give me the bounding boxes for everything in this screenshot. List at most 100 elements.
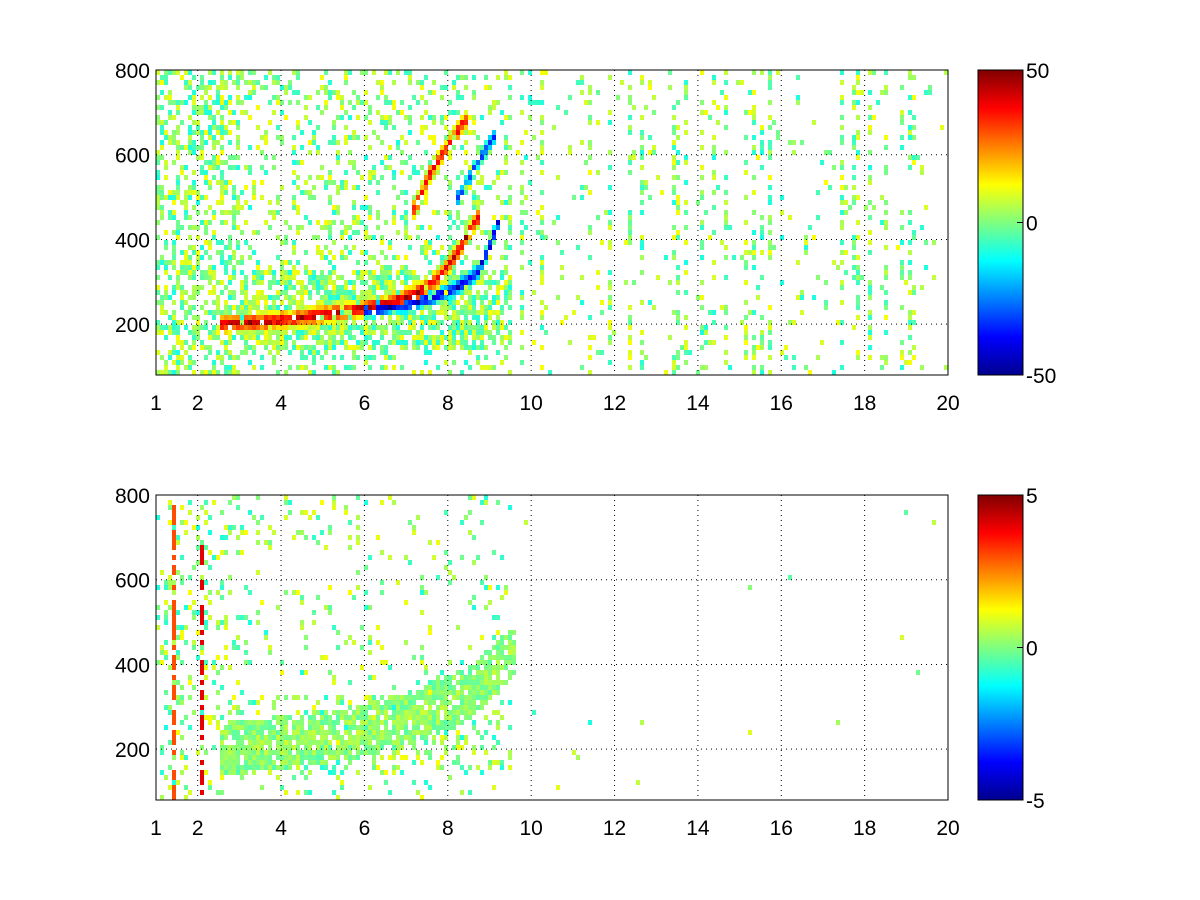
heatmap-cell bbox=[308, 350, 312, 355]
heatmap-cell bbox=[176, 275, 180, 280]
heatmap-cell bbox=[264, 310, 268, 315]
heatmap-cell bbox=[376, 750, 380, 755]
heatmap-cell bbox=[432, 710, 436, 715]
heatmap-cell bbox=[188, 150, 192, 155]
heatmap-cell bbox=[188, 125, 192, 130]
heatmap-cell bbox=[332, 255, 336, 260]
heatmap-cell bbox=[512, 645, 516, 650]
heatmap-cell bbox=[256, 305, 260, 310]
heatmap-cell bbox=[188, 260, 192, 265]
heatmap-cell bbox=[432, 250, 436, 255]
heatmap-cell bbox=[584, 100, 588, 105]
heatmap-cell bbox=[840, 200, 844, 205]
heatmap-cell bbox=[496, 740, 500, 745]
heatmap-cell bbox=[396, 335, 400, 340]
heatmap-cell bbox=[268, 340, 272, 345]
heatmap-cell bbox=[280, 755, 284, 760]
heatmap-cell bbox=[472, 680, 476, 685]
heatmap-cells bbox=[156, 70, 948, 375]
heatmap-cell bbox=[324, 340, 328, 345]
heatmap-cell bbox=[628, 355, 632, 360]
heatmap-cell bbox=[824, 280, 828, 285]
heatmap-cell bbox=[304, 250, 308, 255]
heatmap-cell bbox=[216, 690, 220, 695]
heatmap-cell bbox=[452, 725, 456, 730]
heatmap-cell bbox=[320, 175, 324, 180]
heatmap-cell bbox=[644, 185, 648, 190]
heatmap-cell bbox=[328, 270, 332, 275]
heatmap-cell bbox=[380, 270, 384, 275]
heatmap-cell bbox=[416, 225, 420, 230]
heatmap-cell bbox=[272, 305, 276, 310]
heatmap-cell bbox=[752, 105, 756, 110]
heatmap-cell bbox=[520, 345, 524, 350]
heatmap-cell bbox=[856, 80, 860, 85]
heatmap-cell bbox=[472, 605, 476, 610]
heatmap-cell bbox=[444, 735, 448, 740]
heatmap-cell bbox=[432, 695, 436, 700]
heatmap-cell bbox=[212, 230, 216, 235]
heatmap-cell bbox=[416, 140, 420, 145]
heatmap-cell bbox=[160, 155, 164, 160]
heatmap-cell bbox=[356, 735, 360, 740]
heatmap-cell bbox=[504, 75, 508, 80]
heatmap-cell bbox=[300, 365, 304, 370]
heatmap-cell bbox=[340, 230, 344, 235]
heatmap-cell bbox=[392, 300, 396, 305]
heatmap-cell bbox=[288, 765, 292, 770]
heatmap-cell bbox=[744, 135, 748, 140]
heatmap-cell bbox=[468, 645, 472, 650]
heatmap-cell bbox=[220, 150, 224, 155]
heatmap-cell bbox=[352, 285, 356, 290]
heatmap-cell bbox=[424, 340, 428, 345]
heatmap-cell bbox=[852, 85, 856, 90]
heatmap-cell bbox=[628, 230, 632, 235]
heatmap-cell bbox=[492, 735, 496, 740]
heatmap-cell bbox=[160, 330, 164, 335]
heatmap-cell bbox=[268, 70, 272, 75]
heatmap-cell bbox=[452, 315, 456, 320]
heatmap-cell bbox=[920, 165, 924, 170]
heatmap-cell bbox=[296, 745, 300, 750]
heatmap-cell bbox=[640, 255, 644, 260]
heatmap-cell bbox=[172, 115, 176, 120]
heatmap-cell bbox=[360, 220, 364, 225]
heatmap-cell bbox=[496, 295, 500, 300]
heatmap-cell bbox=[260, 85, 264, 90]
heatmap-cell bbox=[452, 695, 456, 700]
heatmap-cell bbox=[388, 320, 392, 325]
heatmap-cell bbox=[384, 715, 388, 720]
heatmap-cell bbox=[496, 290, 500, 295]
heatmap-cell bbox=[332, 295, 336, 300]
heatmap-cell bbox=[464, 130, 468, 135]
heatmap-cell bbox=[700, 305, 704, 310]
heatmap-cell bbox=[324, 90, 328, 95]
heatmap-cell bbox=[360, 665, 364, 670]
heatmap-cell bbox=[228, 530, 232, 535]
heatmap-cell bbox=[252, 330, 256, 335]
heatmap-cell bbox=[212, 70, 216, 75]
heatmap-cell bbox=[464, 110, 468, 115]
heatmap-cell bbox=[256, 620, 260, 625]
heatmap-cell bbox=[508, 145, 512, 150]
heatmap-cell bbox=[332, 370, 336, 375]
heatmap-cell bbox=[360, 305, 364, 310]
heatmap-cell bbox=[372, 290, 376, 295]
heatmap-cell bbox=[308, 295, 312, 300]
heatmap-cell bbox=[380, 695, 384, 700]
heatmap-cell bbox=[480, 770, 484, 775]
heatmap-cell bbox=[220, 185, 224, 190]
heatmap-cell bbox=[168, 315, 172, 320]
heatmap-cell bbox=[392, 255, 396, 260]
heatmap-cell bbox=[476, 210, 480, 215]
heatmap-cell bbox=[532, 710, 536, 715]
heatmap-cell bbox=[768, 215, 772, 220]
heatmap-cell bbox=[208, 515, 212, 520]
heatmap-cell bbox=[460, 685, 464, 690]
heatmap-cell bbox=[316, 325, 320, 330]
heatmap-cell bbox=[340, 770, 344, 775]
heatmap-cell bbox=[672, 200, 676, 205]
heatmap-cell bbox=[188, 305, 192, 310]
heatmap-cell bbox=[856, 350, 860, 355]
heatmap-cell bbox=[376, 95, 380, 100]
